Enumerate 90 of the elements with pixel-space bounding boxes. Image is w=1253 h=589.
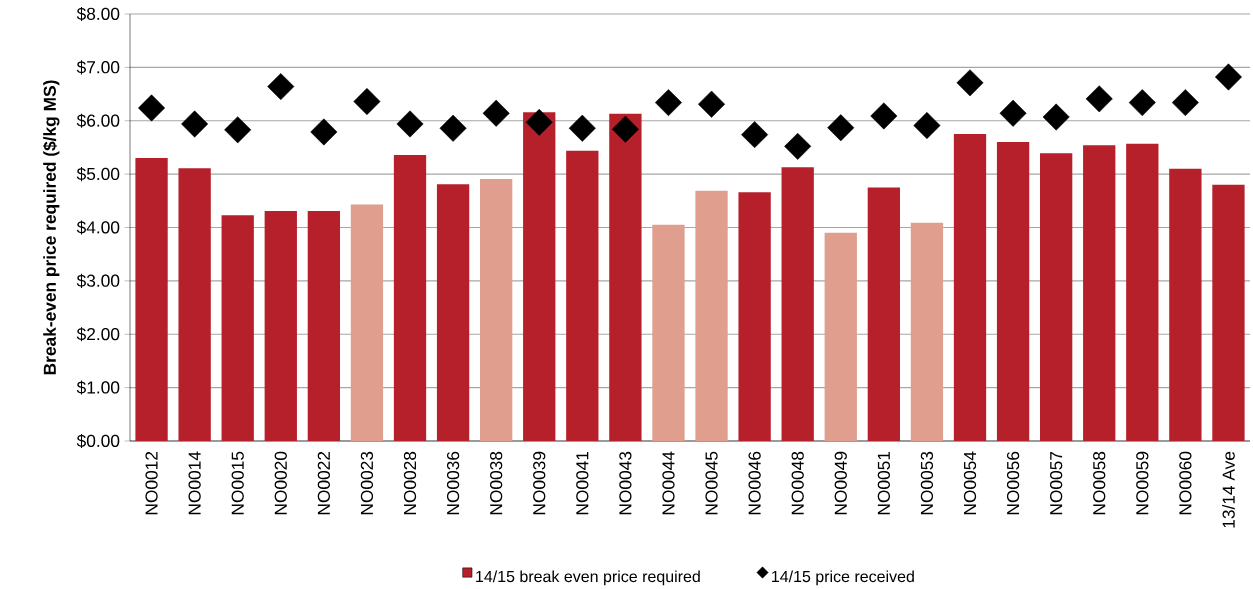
x-tick-label: NO0023 — [360, 451, 374, 515]
bar — [523, 112, 556, 441]
x-tick-label: NO0022 — [317, 451, 330, 515]
x-tick-label: NO0056 — [1006, 451, 1020, 515]
bar — [393, 154, 427, 441]
y-tick-label: $1.00 — [76, 380, 120, 395]
point — [138, 94, 166, 122]
y-tick-label: $0.00 — [76, 433, 120, 448]
bar — [264, 210, 297, 441]
point — [396, 110, 424, 138]
point — [1085, 85, 1113, 113]
x-tick-label: NO0046 — [748, 451, 761, 515]
y-tick-label: $7.00 — [76, 60, 120, 75]
x-tick-label: NO0053 — [920, 451, 934, 515]
y-axis-title: Break-even price required ($/kg MS) — [42, 80, 60, 375]
point — [353, 88, 381, 116]
x-tick-label: NO0048 — [791, 451, 804, 515]
x-tick-label: NO0012 — [145, 451, 158, 515]
bar — [1169, 168, 1202, 441]
y-tick-label: $5.00 — [76, 167, 120, 182]
point — [827, 114, 855, 142]
bar — [1040, 153, 1073, 441]
point — [482, 99, 510, 127]
y-tick-label: $6.00 — [76, 113, 120, 128]
point — [956, 69, 984, 97]
point — [698, 90, 726, 118]
x-tick-label: NO0060 — [1179, 451, 1192, 515]
bar — [307, 210, 341, 441]
point — [1214, 63, 1242, 91]
bar — [910, 222, 944, 441]
x-tick-label: NO0059 — [1136, 451, 1149, 515]
bar — [953, 134, 987, 441]
y-tick-label: $8.00 — [76, 6, 120, 22]
x-tick-label: NO0054 — [963, 451, 977, 515]
point — [1128, 89, 1156, 117]
x-tick-label: NO0015 — [231, 451, 244, 515]
x-tick-label: NO0058 — [1093, 451, 1106, 515]
point — [310, 118, 338, 146]
bar — [480, 178, 513, 441]
x-tick-label: NO0043 — [619, 451, 632, 515]
bar — [996, 142, 1030, 441]
point — [654, 89, 682, 117]
bar — [1212, 184, 1245, 441]
bar — [738, 192, 771, 441]
x-tick-label: NO0044 — [662, 451, 675, 515]
y-tick-label: $3.00 — [76, 273, 120, 288]
x-tick-label: NO0041 — [576, 451, 589, 515]
bar — [1083, 145, 1116, 441]
bar — [1126, 143, 1159, 441]
bar — [566, 150, 599, 441]
bar — [695, 190, 728, 441]
point — [1042, 103, 1070, 131]
bar — [824, 232, 857, 441]
point — [568, 114, 596, 142]
point — [525, 108, 553, 136]
bar — [221, 215, 254, 441]
point — [913, 112, 941, 140]
x-tick-label: 13/14 Ave — [1222, 451, 1235, 528]
point — [999, 99, 1027, 127]
x-tick-label: NO0038 — [490, 451, 503, 515]
point — [1171, 89, 1199, 117]
bar — [652, 224, 685, 441]
x-tick-label: NO0057 — [1050, 451, 1063, 515]
point — [611, 115, 639, 143]
x-tick-label: NO0039 — [533, 451, 546, 515]
x-tick-label: NO0051 — [877, 451, 890, 515]
y-tick-label: $2.00 — [76, 327, 120, 342]
point — [741, 121, 769, 149]
x-tick-label: NO0049 — [834, 451, 847, 515]
bar — [609, 113, 642, 441]
bar — [781, 167, 814, 441]
bar — [350, 204, 384, 441]
y-tick-label: $4.00 — [76, 220, 120, 235]
point — [224, 116, 252, 144]
legend-label: 14/15 price received — [772, 570, 914, 586]
bar — [135, 158, 168, 441]
point — [870, 102, 898, 130]
x-tick-label: NO0014 — [188, 451, 201, 515]
bar — [178, 168, 211, 441]
point — [181, 110, 209, 138]
x-tick-label: NO0028 — [403, 451, 417, 515]
legend-label: 14/15 break even price required — [476, 570, 700, 586]
x-tick-label: NO0020 — [274, 451, 287, 515]
bar — [867, 187, 900, 441]
point — [784, 132, 812, 160]
point — [439, 114, 467, 142]
x-tick-label: NO0036 — [446, 451, 460, 515]
x-tick-label: NO0045 — [705, 451, 718, 515]
point — [267, 73, 295, 101]
bar — [436, 184, 470, 441]
